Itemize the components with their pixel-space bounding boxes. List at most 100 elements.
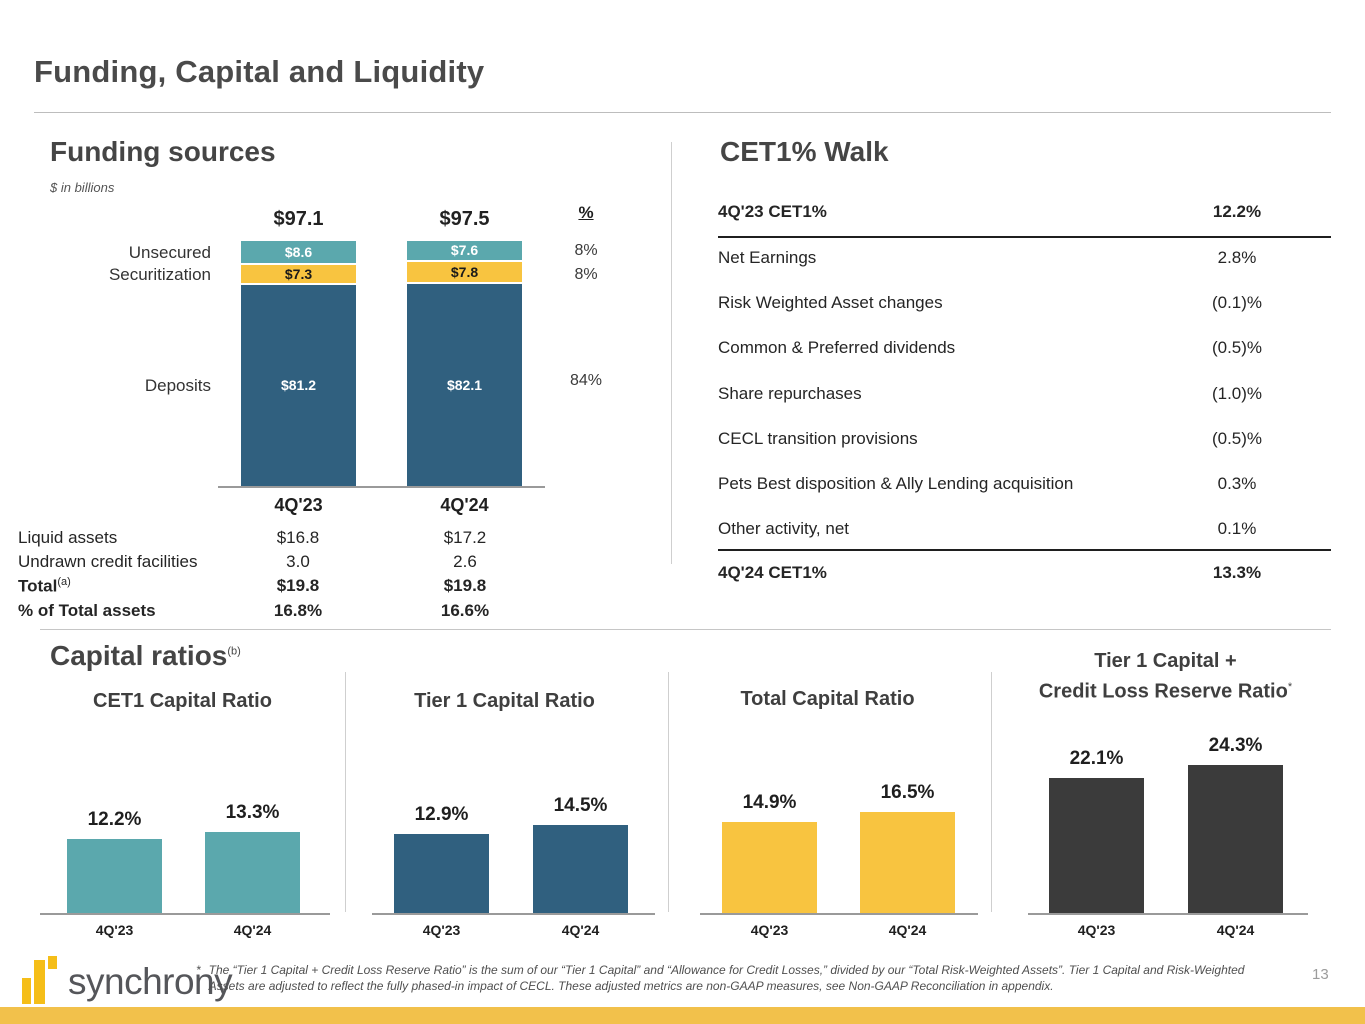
funding-segment-unsecured-4q'23: $8.6 [241, 241, 356, 263]
capital-ratios-footnote-ref: (b) [227, 645, 241, 658]
mini-chart-x-label: 4Q'23 [1077, 922, 1116, 938]
cet1-row: Other activity, net 0.1% [718, 519, 1331, 539]
footnote-text: The “Tier 1 Capital + Credit Loss Reserv… [209, 962, 1245, 994]
funding-xlabel-4q23: 4Q'23 [274, 495, 323, 515]
footnote-line-1: The “Tier 1 Capital + Credit Loss Reserv… [208, 963, 1245, 977]
mini-chart-title: Total Capital Ratio [740, 688, 915, 710]
mini-chart-bar [205, 832, 300, 913]
mini-chart-value-label: 24.3% [1208, 735, 1263, 756]
funding-x-axis [218, 486, 545, 488]
mini-chart-bar [1188, 765, 1283, 913]
cet1-row-label: 4Q'23 CET1% [718, 202, 827, 221]
mini-chart-axis [1028, 913, 1308, 915]
cet1-row-label: Net Earnings [718, 248, 817, 267]
capital-ratios-heading: Capital ratios(b) [50, 640, 241, 672]
liquidity-value: $16.8 [276, 528, 320, 547]
securitization-pct: 8% [574, 266, 598, 283]
mini-chart-x-label: 4Q'23 [95, 922, 134, 938]
synchrony-logo-text: synchrony [68, 961, 233, 1002]
cet1-row-value: (0.1)% [1211, 293, 1263, 312]
cet1-row-label: Risk Weighted Asset changes [718, 293, 943, 312]
mini-chart-x-label: 4Q'24 [888, 922, 927, 938]
mini-chart-title: CET1 Capital Ratio [93, 690, 272, 712]
capital-ratios-heading-text: Capital ratios [50, 640, 228, 671]
liquidity-row-label: % of Total assets [18, 601, 156, 620]
funding-segment-securitization-4q'23: $7.3 [241, 265, 356, 283]
deposits-pct: 84% [569, 372, 603, 389]
chart-divider-2 [668, 672, 669, 912]
funding-sources-units: $ in billions [50, 180, 115, 195]
mini-chart-bar [394, 834, 489, 913]
synchrony-logo-icon [22, 956, 58, 1008]
funding-xlabel-4q24: 4Q'24 [440, 495, 489, 515]
cet1-row-value: 2.8% [1217, 248, 1257, 267]
funding-stacked-bar-4q23: $8.6 $7.3 $81.2 [241, 241, 356, 486]
mini-chart-title: Tier 1 Capital + Credit Loss Reserve Rati… [1038, 650, 1293, 703]
mini-chart-x-label: 4Q'24 [1216, 922, 1255, 938]
funding-total-4q24: $97.5 [439, 208, 490, 230]
legend-securitization: Securitization [108, 265, 211, 284]
cet1-row-value: (0.5)% [1211, 429, 1263, 448]
mini-chart-value-label: 14.9% [742, 792, 797, 813]
cet1-row: Risk Weighted Asset changes (0.1)% [718, 293, 1331, 313]
section-divider [40, 629, 1331, 630]
cet1-rule-bottom [718, 549, 1331, 551]
cet1-row: Net Earnings 2.8% [718, 248, 1331, 268]
percent-column-header: % [578, 203, 594, 222]
chart-divider-1 [345, 672, 346, 912]
cet1-row-value: (0.5)% [1211, 338, 1263, 357]
mini-chart-axis [40, 913, 330, 915]
cet1-row-value: 0.1% [1217, 519, 1257, 538]
liquidity-value: $19.8 [276, 576, 320, 595]
mini-chart-x-label: 4Q'24 [233, 922, 272, 938]
liquidity-row-label: Undrawn credit facilities [18, 552, 198, 571]
liquidity-value: 16.8% [273, 601, 323, 620]
liquidity-row-label: Total(a) [18, 576, 71, 596]
cet1-row-value: 12.2% [1212, 202, 1262, 221]
legend-unsecured: Unsecured [128, 243, 211, 262]
cet1-row-label: CECL transition provisions [718, 429, 918, 448]
mini-chart-bar [722, 822, 817, 913]
mini-chart-bar [860, 812, 955, 913]
funding-stacked-bar-4q24: $7.6 $7.8 $82.1 [407, 241, 522, 486]
panel-divider [671, 142, 672, 564]
cet1-row-label: Pets Best disposition & Ally Lending acq… [718, 474, 1074, 493]
cet1-row-label: Share repurchases [718, 384, 862, 403]
mini-chart-axis [372, 913, 655, 915]
funding-segment-deposits-4q'23: $81.2 [241, 285, 356, 486]
cet1-row-value: (1.0)% [1211, 384, 1263, 403]
title-divider [34, 112, 1331, 113]
cet1-row: Share repurchases (1.0)% [718, 384, 1331, 404]
footnote-line-2: Assets are adjusted to reflect the fully… [208, 979, 1054, 993]
cet1-row: 4Q'24 CET1% 13.3% [718, 563, 1331, 583]
cet1-row-label: Common & Preferred dividends [718, 338, 956, 357]
cet1-row: CECL transition provisions (0.5)% [718, 429, 1331, 449]
bottom-accent-bar [0, 1007, 1365, 1024]
footnote: * The “Tier 1 Capital + Credit Loss Rese… [196, 962, 1308, 994]
mini-chart-bar [1049, 778, 1144, 913]
liquidity-value: 3.0 [286, 552, 310, 571]
page-number: 13 [1312, 966, 1329, 983]
liquidity-value: 16.6% [440, 601, 490, 620]
mini-chart-x-label: 4Q'24 [561, 922, 600, 938]
cet1-row-value: 13.3% [1212, 563, 1262, 582]
mini-chart-x-label: 4Q'23 [750, 922, 789, 938]
mini-chart-bar [67, 839, 162, 913]
liquidity-value: 2.6 [453, 552, 477, 571]
legend-deposits: Deposits [144, 376, 211, 395]
mini-chart-value-label: 16.5% [880, 782, 935, 803]
mini-chart-value-label: 12.9% [414, 804, 469, 825]
footnote-asterisk: * [196, 963, 201, 977]
liquidity-row-label: Liquid assets [18, 528, 118, 547]
mini-chart-value-label: 13.3% [225, 802, 280, 823]
mini-chart-title: Tier 1 Capital Ratio [414, 690, 595, 712]
cet1-walk-heading: CET1% Walk [720, 136, 889, 167]
chart-divider-3 [991, 672, 992, 912]
mini-chart-value-label: 12.2% [87, 809, 142, 830]
funding-segment-securitization-4q'24: $7.8 [407, 262, 522, 282]
funding-segment-unsecured-4q'24: $7.6 [407, 241, 522, 260]
mini-chart-value-label: 14.5% [553, 795, 608, 816]
cet1-row-value: 0.3% [1217, 474, 1257, 493]
mini-chart-axis [700, 913, 978, 915]
unsecured-pct: 8% [574, 242, 598, 259]
